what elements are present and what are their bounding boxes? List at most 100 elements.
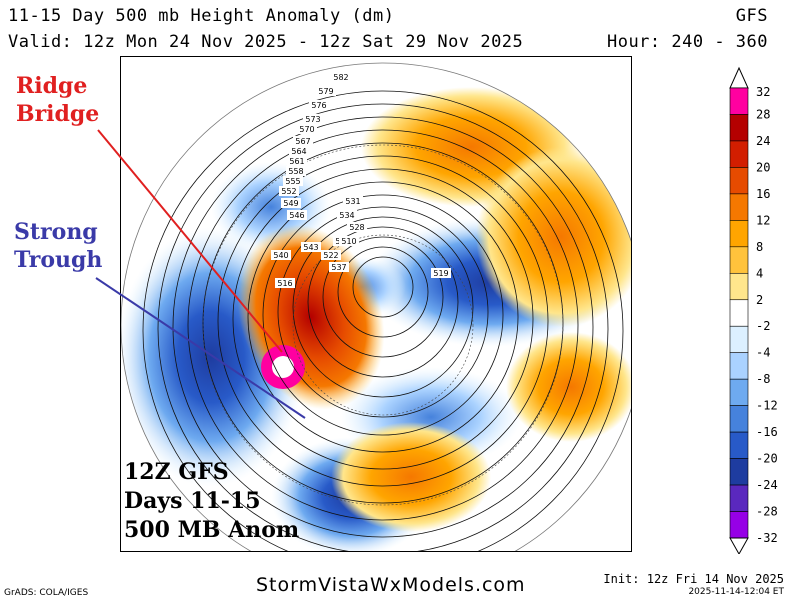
contour-label-531: 531 (343, 196, 363, 206)
colorbar-tick-label: -8 (756, 372, 770, 386)
svg-text:570: 570 (299, 125, 314, 134)
colorbar-tick-label: 28 (756, 107, 770, 121)
colorbar-top-arrow (729, 66, 749, 89)
svg-text:543: 543 (303, 243, 318, 252)
contour-label-537: 537 (329, 262, 349, 272)
colorbar-swatch (729, 299, 749, 327)
generated-timestamp: 2025-11-14-12:04 ET (688, 587, 784, 597)
colorbar-tick-label: 24 (756, 134, 770, 148)
contour-label-555: 555 (283, 176, 303, 186)
colorbar-tick-label: -12 (756, 399, 778, 413)
colorbar-tick-label: -32 (756, 531, 778, 545)
valid-period: Valid: 12z Mon 24 Nov 2025 - 12z Sat 29 … (8, 32, 524, 52)
anomaly-map: 582 579 576 573 570 567 564 561 558 555 552 549 546 5… (120, 56, 632, 552)
colorbar-swatch (729, 458, 749, 486)
svg-text:540: 540 (273, 251, 288, 260)
colorbar-swatch (729, 167, 749, 195)
svg-text:537: 537 (331, 263, 346, 272)
contour-label-543: 543 (301, 242, 321, 252)
colorbar-swatch (729, 352, 749, 380)
svg-text:579: 579 (318, 87, 333, 96)
svg-text:558: 558 (288, 167, 303, 176)
contour-label-528: 528 (347, 222, 367, 232)
eastern-us-ridge-shading (331, 422, 491, 532)
colorbar-svg: 32 28 24 20 16 12 8 4 2 -2 -4 -8 -12 -16 -20 -24 -28 -32 (729, 66, 778, 556)
colorbar-swatch (729, 378, 749, 406)
colorbar-tick-label: -2 (756, 319, 770, 333)
colorbar-swatch (729, 193, 749, 221)
svg-text:531: 531 (345, 197, 360, 206)
contour-label-516: 516 (275, 278, 295, 288)
contour-label-549: 549 (281, 198, 301, 208)
svg-text:516: 516 (277, 279, 292, 288)
colorbar-swatch (729, 325, 749, 354)
model-name: GFS (735, 6, 768, 26)
strong-trough-annotation: Strong Trough (14, 219, 103, 273)
contour-label-522: 522 (321, 250, 341, 260)
contour-label-570: 570 (297, 124, 317, 134)
contour-label-564: 564 (289, 146, 309, 156)
contour-label-558: 558 (286, 166, 306, 176)
svg-text:576: 576 (311, 101, 326, 110)
colorbar-tick-label: 8 (756, 240, 763, 254)
colorbar-tick-label: -20 (756, 452, 778, 466)
svg-text:522: 522 (323, 251, 338, 260)
svg-text:549: 549 (283, 199, 298, 208)
colorbar-tick-label: 20 (756, 160, 770, 174)
svg-text:561: 561 (289, 157, 304, 166)
svg-text:567: 567 (295, 137, 310, 146)
grads-credit: GrADS: COLA/IGES (4, 588, 89, 598)
contour-label-561: 561 (287, 156, 307, 166)
svg-text:534: 534 (339, 211, 354, 220)
svg-text:564: 564 (291, 147, 306, 156)
svg-text:546: 546 (289, 211, 304, 220)
contour-label-534: 534 (337, 210, 357, 220)
colorbar-bottom-arrow (729, 537, 749, 556)
contour-label-552: 552 (279, 186, 299, 196)
colorbar-swatch (729, 87, 749, 115)
colorbar-tick-label: 2 (756, 293, 763, 307)
contour-label-576: 576 (309, 100, 329, 110)
colorbar-tick-label: 12 (756, 213, 770, 227)
init-time: Init: 12z Fri 14 Nov 2025 (603, 572, 784, 586)
colorbar-swatch (729, 114, 749, 142)
eurasian-ridge-shading (476, 147, 631, 327)
colorbar-swatch (729, 246, 749, 274)
map-title: 11-15 Day 500 mb Height Anomaly (dm) (8, 6, 395, 26)
colorbar: 32 28 24 20 16 12 8 4 2 -2 -4 -8 -12 -16 -20 -24 -28 -32 (726, 64, 800, 556)
colorbar-swatch (729, 272, 749, 301)
contour-label-510: 510 (339, 236, 359, 246)
forecast-hour-range: Hour: 240 - 360 (606, 32, 768, 52)
ridge-bridge-annotation: Ridge Bridge (16, 73, 100, 127)
contour-label-573: 573 (303, 114, 323, 124)
svg-text:555: 555 (285, 177, 300, 186)
colorbar-tick-label: -4 (756, 346, 770, 360)
contour-label-582: 582 (331, 72, 351, 82)
colorbar-tick-label: -16 (756, 425, 778, 439)
colorbar-tick-label: -28 (756, 505, 778, 519)
contour-label-579: 579 (316, 86, 336, 96)
site-name: StormVistaWxModels.com (256, 574, 526, 596)
colorbar-swatch (729, 140, 749, 168)
colorbar-swatch (729, 431, 749, 459)
colorbar-tick-label: 32 (756, 85, 770, 99)
colorbar-swatch (729, 484, 749, 512)
svg-text:552: 552 (281, 187, 296, 196)
contour-label-546: 546 (287, 210, 307, 220)
colorbar-tick-label: -24 (756, 478, 778, 492)
svg-text:510: 510 (341, 237, 356, 246)
colorbar-swatch (729, 511, 749, 539)
asian-ridge-shading (506, 332, 631, 442)
svg-text:528: 528 (349, 223, 364, 232)
colorbar-swatch (729, 220, 749, 248)
contour-label-540: 540 (271, 250, 291, 260)
colorbar-tick-label: 4 (756, 266, 763, 280)
svg-text:573: 573 (305, 115, 320, 124)
svg-text:519: 519 (433, 269, 448, 278)
colorbar-tick-label: 16 (756, 187, 770, 201)
colorbar-swatch (729, 405, 749, 433)
svg-text:582: 582 (333, 73, 348, 82)
contour-label-519: 519 (431, 268, 451, 278)
contour-label-567: 567 (293, 136, 313, 146)
info-box: 12Z GFS Days 11-15 500 MB Anom (124, 459, 300, 543)
